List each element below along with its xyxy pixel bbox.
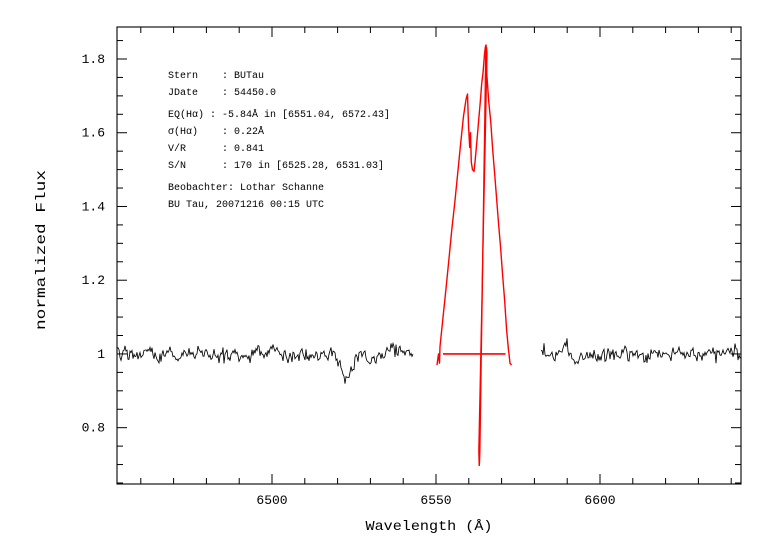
svg-text:JDate : 54450.0: JDate : 54450.0: [168, 88, 276, 99]
svg-text:1.6: 1.6: [82, 126, 105, 141]
svg-text:6600: 6600: [584, 493, 615, 508]
svg-text:Stern : BUTau: Stern : BUTau: [168, 71, 264, 82]
svg-text:6550: 6550: [420, 493, 451, 508]
svg-text:1: 1: [97, 347, 105, 362]
svg-text:6500: 6500: [256, 493, 287, 508]
svg-text:S/N : 170 in [6525.28, 65: S/N : 170 in [6525.28, 6531.03]: [168, 160, 384, 172]
svg-text:EQ(Hα) : -5.84Å in [6551.04, 6: EQ(Hα) : -5.84Å in [6551.04, 6572.43]: [168, 108, 390, 121]
svg-text:0.8: 0.8: [82, 421, 105, 436]
svg-text:1.2: 1.2: [82, 273, 105, 288]
svg-text:BU Tau, 20071216 00:15 UTC: BU Tau, 20071216 00:15 UTC: [168, 200, 324, 211]
svg-text:normalized Flux: normalized Flux: [35, 170, 50, 330]
svg-text:Beobachter: Lothar Schanne: Beobachter: Lothar Schanne: [168, 182, 324, 194]
svg-text:1.8: 1.8: [82, 52, 105, 67]
svg-text:σ(Hα) : 0.22Å: σ(Hα) : 0.22Å: [168, 125, 264, 138]
svg-text:V/R : 0.841: V/R : 0.841: [168, 143, 264, 155]
svg-text:1.4: 1.4: [82, 199, 106, 214]
svg-text:Wavelength (Å): Wavelength (Å): [366, 518, 493, 535]
